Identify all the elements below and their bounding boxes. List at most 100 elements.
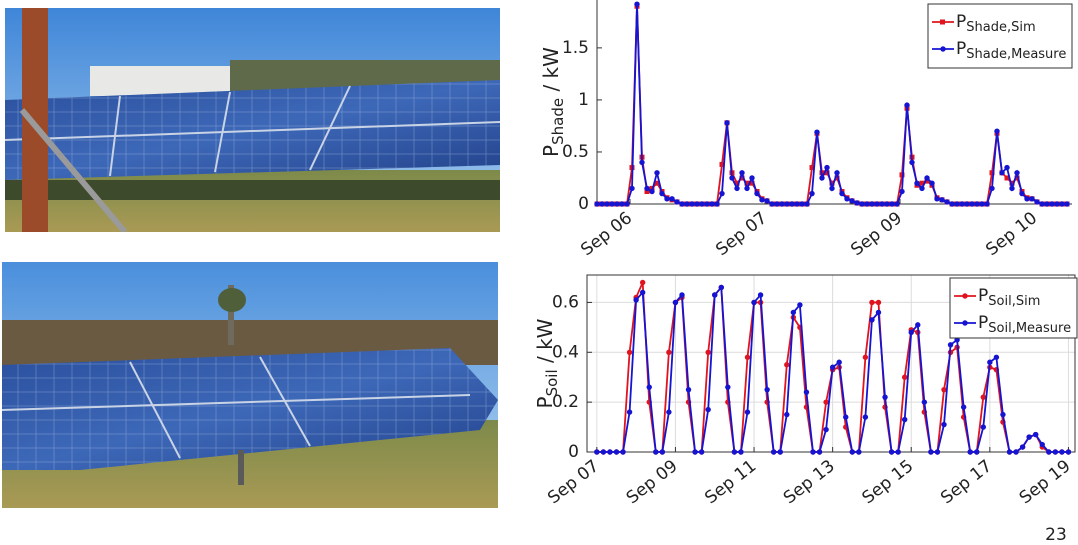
marker: [649, 189, 654, 194]
photo-shade: [5, 8, 500, 232]
marker: [738, 449, 743, 454]
y-tick-label: 0.6: [552, 292, 579, 312]
marker: [784, 362, 789, 367]
legend-name: P: [956, 39, 966, 59]
marker: [914, 180, 919, 185]
marker: [859, 201, 864, 206]
legend-marker: [940, 20, 945, 25]
slide: 23 00.511.5Sep 06Sep 07Sep 09Sep 10PShad…: [0, 0, 1078, 545]
y-tick-label: 0: [568, 442, 579, 462]
marker: [647, 384, 652, 389]
x-tick-label: Sep 07: [712, 208, 771, 260]
marker: [824, 165, 829, 170]
marker: [882, 394, 887, 399]
legend-sub: Shade,Measure: [966, 47, 1066, 62]
marker: [935, 449, 940, 454]
marker: [844, 196, 849, 201]
marker: [679, 201, 684, 206]
marker: [594, 201, 599, 206]
marker: [981, 394, 986, 399]
marker: [843, 414, 848, 419]
marker: [1059, 201, 1064, 206]
marker: [1044, 201, 1049, 206]
legend-marker: [962, 320, 967, 325]
marker: [1046, 449, 1051, 454]
marker: [620, 449, 625, 454]
legend-name: P: [978, 286, 988, 306]
marker: [699, 449, 704, 454]
marker: [633, 297, 638, 302]
legend-name: P: [956, 12, 966, 32]
x-tick-label: Sep 13: [780, 456, 839, 508]
legend-marker: [940, 46, 945, 51]
marker: [895, 449, 900, 454]
marker: [984, 201, 989, 206]
marker: [599, 201, 604, 206]
marker: [864, 201, 869, 206]
marker: [666, 409, 671, 414]
marker: [1020, 444, 1025, 449]
marker: [981, 424, 986, 429]
marker: [1040, 442, 1045, 447]
marker: [749, 175, 754, 180]
marker: [949, 201, 954, 206]
marker: [889, 201, 894, 206]
marker: [994, 128, 999, 133]
marker: [814, 129, 819, 134]
marker: [640, 290, 645, 295]
marker: [789, 201, 794, 206]
marker: [764, 387, 769, 392]
x-tick-label: Sep 10: [982, 208, 1041, 260]
marker: [1013, 449, 1018, 454]
marker: [876, 310, 881, 315]
marker: [869, 201, 874, 206]
marker: [829, 186, 834, 191]
marker: [1024, 196, 1029, 201]
marker: [834, 170, 839, 175]
marker: [674, 199, 679, 204]
x-tick-label: Sep 19: [1016, 456, 1075, 508]
legend-sub: Soil,Measure: [988, 321, 1071, 336]
marker: [902, 417, 907, 422]
marker: [1007, 449, 1012, 454]
marker: [904, 102, 909, 107]
marker: [869, 300, 874, 305]
marker: [804, 201, 809, 206]
marker: [974, 201, 979, 206]
marker: [654, 170, 659, 175]
marker: [1009, 186, 1014, 191]
marker: [850, 449, 855, 454]
page-number: 23: [1045, 525, 1067, 545]
marker: [779, 201, 784, 206]
marker: [909, 330, 914, 335]
marker: [902, 375, 907, 380]
marker: [1014, 170, 1019, 175]
x-tick-label: Sep 09: [623, 456, 682, 508]
marker: [764, 198, 769, 203]
y-label-sub: Shade: [549, 98, 567, 145]
marker: [999, 170, 1004, 175]
marker: [863, 414, 868, 419]
marker: [673, 300, 678, 305]
marker: [817, 449, 822, 454]
marker: [639, 160, 644, 165]
marker: [876, 300, 881, 305]
marker: [627, 409, 632, 414]
marker: [791, 310, 796, 315]
marker: [967, 449, 972, 454]
marker: [607, 449, 612, 454]
marker: [819, 175, 824, 180]
y-label-main: P: [539, 145, 563, 157]
marker: [629, 186, 634, 191]
marker: [784, 412, 789, 417]
marker: [705, 350, 710, 355]
marker: [994, 355, 999, 360]
marker: [924, 175, 929, 180]
marker: [1029, 196, 1034, 201]
marker: [694, 201, 699, 206]
marker: [969, 201, 974, 206]
marker: [1039, 201, 1044, 206]
y-tick-label: 1.5: [562, 38, 589, 58]
marker: [784, 201, 789, 206]
marker: [732, 449, 737, 454]
